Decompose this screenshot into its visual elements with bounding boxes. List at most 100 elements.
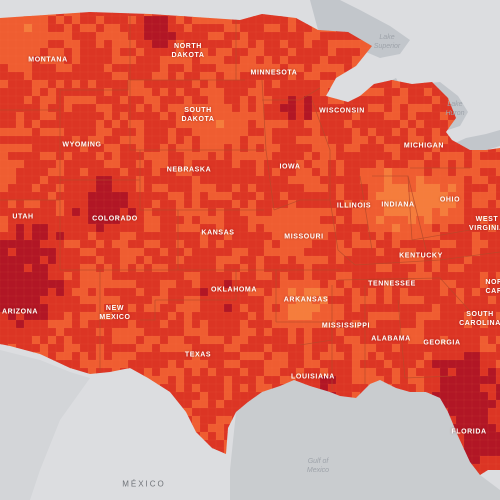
county-cell[interactable] xyxy=(55,279,65,289)
county-cell[interactable] xyxy=(143,271,153,281)
county-cell[interactable] xyxy=(479,367,489,377)
county-cell[interactable] xyxy=(335,207,345,217)
county-cell[interactable] xyxy=(359,151,369,161)
county-cell[interactable] xyxy=(167,63,177,73)
county-cell[interactable] xyxy=(463,407,473,417)
county-cell[interactable] xyxy=(319,319,329,329)
county-cell[interactable] xyxy=(143,207,153,217)
county-cell[interactable] xyxy=(223,383,233,393)
county-cell[interactable] xyxy=(311,63,321,73)
county-cell[interactable] xyxy=(207,279,217,289)
county-cell[interactable] xyxy=(279,295,289,305)
county-cell[interactable] xyxy=(79,23,89,33)
county-cell[interactable] xyxy=(263,255,273,265)
county-cell[interactable] xyxy=(407,271,417,281)
county-cell[interactable] xyxy=(231,391,241,401)
county-cell[interactable] xyxy=(359,167,369,177)
county-cell[interactable] xyxy=(455,271,465,281)
county-cell[interactable] xyxy=(255,127,265,137)
county-cell[interactable] xyxy=(207,23,217,33)
county-cell[interactable] xyxy=(199,47,209,57)
county-cell[interactable] xyxy=(183,159,193,169)
county-cell[interactable] xyxy=(391,231,401,241)
county-cell[interactable] xyxy=(231,95,241,105)
county-cell[interactable] xyxy=(463,431,473,441)
county-cell[interactable] xyxy=(319,263,329,273)
county-cell[interactable] xyxy=(103,71,113,81)
county-cell[interactable] xyxy=(199,263,209,273)
county-cell[interactable] xyxy=(175,319,185,329)
county-cell[interactable] xyxy=(111,191,121,201)
county-cell[interactable] xyxy=(79,223,89,233)
county-cell[interactable] xyxy=(15,279,25,289)
county-cell[interactable] xyxy=(279,223,289,233)
county-cell[interactable] xyxy=(407,207,417,217)
county-cell[interactable] xyxy=(71,183,81,193)
county-cell[interactable] xyxy=(135,39,145,49)
county-cell[interactable] xyxy=(279,215,289,225)
county-cell[interactable] xyxy=(423,335,433,345)
county-cell[interactable] xyxy=(287,119,297,129)
county-cell[interactable] xyxy=(271,183,281,193)
county-cell[interactable] xyxy=(335,199,345,209)
county-cell[interactable] xyxy=(375,103,385,113)
county-cell[interactable] xyxy=(183,399,193,409)
county-cell[interactable] xyxy=(367,319,377,329)
county-cell[interactable] xyxy=(431,239,441,249)
county-cell[interactable] xyxy=(439,191,449,201)
county-cell[interactable] xyxy=(335,183,345,193)
county-cell[interactable] xyxy=(103,287,113,297)
county-cell[interactable] xyxy=(263,191,273,201)
county-cell[interactable] xyxy=(207,55,217,65)
county-cell[interactable] xyxy=(159,239,169,249)
county-cell[interactable] xyxy=(167,287,177,297)
county-cell[interactable] xyxy=(207,231,217,241)
county-cell[interactable] xyxy=(279,183,289,193)
county-cell[interactable] xyxy=(295,175,305,185)
county-cell[interactable] xyxy=(263,335,273,345)
county-cell[interactable] xyxy=(87,135,97,145)
county-cell[interactable] xyxy=(175,95,185,105)
county-cell[interactable] xyxy=(255,175,265,185)
county-cell[interactable] xyxy=(495,463,500,473)
county-cell[interactable] xyxy=(247,215,257,225)
county-cell[interactable] xyxy=(71,231,81,241)
county-cell[interactable] xyxy=(399,215,409,225)
county-cell[interactable] xyxy=(39,23,49,33)
county-cell[interactable] xyxy=(55,63,65,73)
county-cell[interactable] xyxy=(439,279,449,289)
county-cell[interactable] xyxy=(495,215,500,225)
county-cell[interactable] xyxy=(439,95,449,105)
county-cell[interactable] xyxy=(351,367,361,377)
county-cell[interactable] xyxy=(87,47,97,57)
county-cell[interactable] xyxy=(247,287,257,297)
county-cell[interactable] xyxy=(175,303,185,313)
county-cell[interactable] xyxy=(63,327,73,337)
county-cell[interactable] xyxy=(15,119,25,129)
county-cell[interactable] xyxy=(407,319,417,329)
county-cell[interactable] xyxy=(303,199,313,209)
county-cell[interactable] xyxy=(199,351,209,361)
county-cell[interactable] xyxy=(431,279,441,289)
county-cell[interactable] xyxy=(327,127,337,137)
county-cell[interactable] xyxy=(399,255,409,265)
county-cell[interactable] xyxy=(223,23,233,33)
county-cell[interactable] xyxy=(167,191,177,201)
county-cell[interactable] xyxy=(39,135,49,145)
county-cell[interactable] xyxy=(223,79,233,89)
county-cell[interactable] xyxy=(151,207,161,217)
county-cell[interactable] xyxy=(303,215,313,225)
county-cell[interactable] xyxy=(231,303,241,313)
county-cell[interactable] xyxy=(263,319,273,329)
county-cell[interactable] xyxy=(87,127,97,137)
county-cell[interactable] xyxy=(135,239,145,249)
county-cell[interactable] xyxy=(79,127,89,137)
county-cell[interactable] xyxy=(231,255,241,265)
county-cell[interactable] xyxy=(15,231,25,241)
county-cell[interactable] xyxy=(71,199,81,209)
county-cell[interactable] xyxy=(175,175,185,185)
county-cell[interactable] xyxy=(191,303,201,313)
county-cell[interactable] xyxy=(47,39,57,49)
county-cell[interactable] xyxy=(327,255,337,265)
county-cell[interactable] xyxy=(207,159,217,169)
